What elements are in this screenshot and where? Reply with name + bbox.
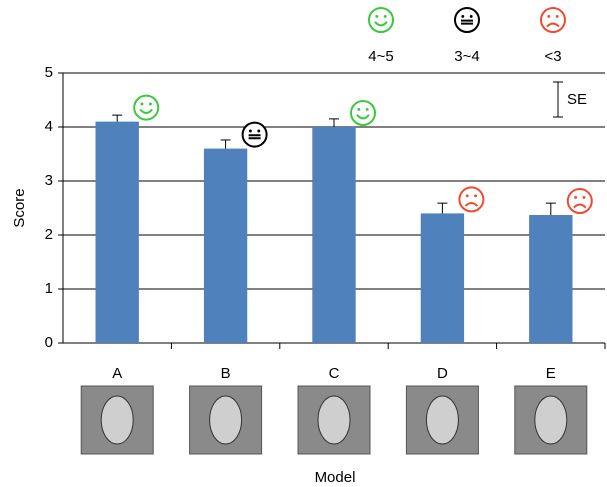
- legend-label: 3~4: [454, 48, 479, 65]
- face-outline: [540, 7, 566, 33]
- product-photo-detail: [317, 395, 351, 445]
- bar: [420, 213, 465, 343]
- y-tick-label: 0: [45, 334, 53, 351]
- face-mouth: [464, 202, 479, 207]
- face-eye: [248, 129, 252, 133]
- face-outline: [458, 186, 485, 213]
- face-eye: [357, 107, 361, 111]
- face-outline: [133, 94, 160, 121]
- face-mouth: [546, 22, 560, 28]
- face-eye: [474, 194, 478, 198]
- bar: [312, 127, 356, 343]
- face-mouth: [248, 134, 261, 140]
- face-outline: [368, 7, 394, 33]
- y-tick-label: 2: [45, 226, 53, 243]
- face-eye: [383, 14, 387, 18]
- face-mouth: [461, 19, 473, 25]
- bar: [95, 121, 139, 343]
- face-eye: [257, 129, 261, 133]
- y-axis-title: Score: [11, 188, 28, 227]
- face-eye: [148, 102, 152, 106]
- x-axis-title: Model: [315, 469, 356, 486]
- face-mouth: [356, 114, 370, 120]
- bar: [529, 215, 573, 343]
- face-eye: [140, 102, 144, 106]
- product-photo-detail: [209, 395, 243, 445]
- face-mouth: [374, 21, 388, 27]
- y-tick-label: 3: [45, 172, 53, 189]
- y-tick-label: 4: [45, 118, 53, 135]
- face-outline: [566, 188, 593, 215]
- face-eye: [469, 14, 473, 18]
- y-tick-label: 1: [45, 280, 53, 297]
- face-eye: [375, 14, 379, 18]
- face-eye: [365, 107, 369, 111]
- face-eye: [461, 14, 465, 18]
- face-eye: [574, 195, 578, 199]
- product-photo-detail: [425, 395, 459, 445]
- se-label: SE: [567, 91, 587, 108]
- x-tick-label: D: [437, 365, 448, 382]
- x-tick-label: A: [112, 365, 122, 382]
- face-eye: [465, 194, 469, 198]
- face-mouth: [573, 203, 587, 209]
- x-tick-label: E: [546, 365, 556, 382]
- y-tick-label: 5: [45, 64, 53, 81]
- x-tick-label: C: [329, 365, 340, 382]
- face-eye: [555, 14, 559, 18]
- face-eye: [547, 14, 551, 18]
- legend-label: <3: [544, 48, 561, 65]
- legend-label: 4~5: [368, 48, 393, 65]
- face-mouth: [139, 108, 153, 114]
- bar: [203, 148, 248, 343]
- x-tick-label: B: [221, 365, 231, 382]
- product-photo-detail: [534, 395, 568, 445]
- face-outline: [350, 100, 376, 126]
- product-photo-detail: [100, 395, 134, 445]
- face-eye: [582, 195, 586, 199]
